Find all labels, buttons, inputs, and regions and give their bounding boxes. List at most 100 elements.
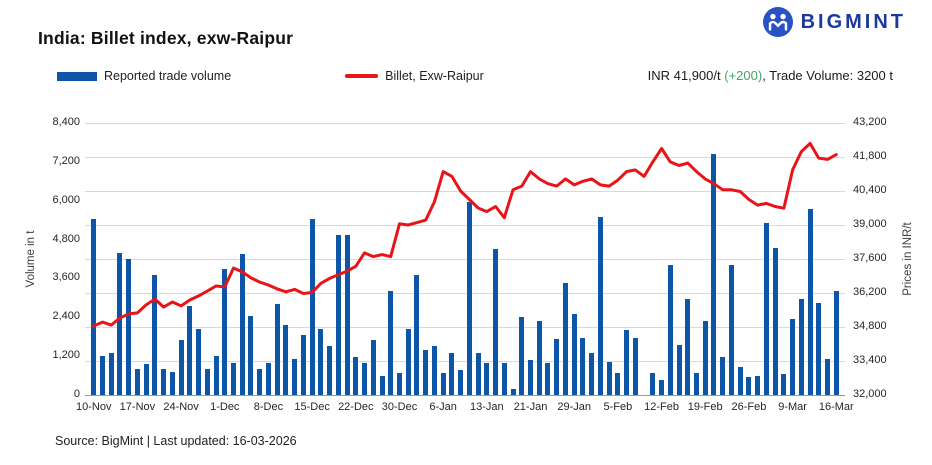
volume-bar <box>484 363 490 395</box>
volume-bar <box>571 314 577 395</box>
bigmint-logo[interactable]: BIGMINT <box>762 7 906 37</box>
volume-bar <box>580 338 586 395</box>
volume-bar <box>755 375 761 395</box>
y-right-tick-label: 36,200 <box>853 286 887 298</box>
y-left-tick-label: 1,200 <box>52 349 80 362</box>
volume-bar <box>807 208 813 395</box>
y-right-tick-label: 39,000 <box>853 218 887 230</box>
volume-bar <box>449 352 455 395</box>
volume-bar <box>370 339 376 395</box>
volume-bar <box>239 254 245 395</box>
x-tick-label: 24-Nov <box>163 401 199 413</box>
volume-bar <box>746 377 752 395</box>
volume-bar <box>554 339 560 395</box>
price-summary: INR 41,900/t (+200), Trade Volume: 3200 … <box>648 68 893 83</box>
volume-bar <box>667 265 673 395</box>
volume-bar <box>265 362 271 395</box>
volume-bar <box>423 349 429 395</box>
volume-bar <box>676 344 682 395</box>
y-left-tick-label: 2,400 <box>52 310 80 323</box>
y-right-tick-label: 37,600 <box>853 252 887 264</box>
volume-legend-swatch <box>57 71 97 81</box>
volume-legend-label: Reported trade volume <box>104 69 232 83</box>
y-right-tick-label: 34,800 <box>853 320 887 332</box>
volume-bar <box>231 362 236 395</box>
x-tick-label: 10-Nov <box>76 401 112 413</box>
grid-line <box>85 224 845 226</box>
x-tick-label: 8-Dec <box>253 401 284 413</box>
volume-bar <box>318 328 324 395</box>
y-right-tick-label: 40,400 <box>853 184 887 196</box>
volume-bar <box>353 356 359 395</box>
y-right-tick-label: 32,000 <box>853 388 887 400</box>
volume-bar <box>720 357 726 395</box>
grid-line <box>85 326 845 328</box>
volume-bar <box>693 373 699 395</box>
x-tick-label: 1-Dec <box>210 401 240 413</box>
x-tick-label: 29-Jan <box>557 401 591 413</box>
volume-bar <box>606 361 612 395</box>
chart-legend: Reported trade volume Billet, Exw-Raipur <box>57 69 484 83</box>
x-tick-label: 26-Feb <box>731 401 767 413</box>
grid-line <box>85 122 845 124</box>
x-tick-label: 6-Jan <box>429 401 457 413</box>
volume-bar <box>248 315 254 395</box>
grid-line <box>85 156 845 158</box>
x-tick-label: 15-Dec <box>294 401 330 413</box>
x-tick-label: 5-Feb <box>603 401 633 413</box>
volume-bar <box>178 339 184 395</box>
x-tick-label: 19-Feb <box>687 401 723 413</box>
y-left-tick-label: 4,800 <box>52 232 80 245</box>
x-tick-label: 13-Jan <box>470 401 504 413</box>
volume-bar <box>169 372 175 395</box>
y-left-tick-label: 3,600 <box>52 271 80 284</box>
bigmint-logo-icon <box>762 7 793 37</box>
volume-bar <box>117 252 123 395</box>
volume-bar <box>545 363 551 395</box>
volume-bar <box>108 352 114 395</box>
volume-bar <box>650 373 656 395</box>
price-change: (+200) <box>724 68 763 83</box>
volume-bar <box>292 359 298 395</box>
volume-bar <box>274 304 280 395</box>
x-axis-line <box>85 394 845 396</box>
volume-bar <box>379 375 385 395</box>
y-right-tick-label: 33,400 <box>853 354 887 366</box>
volume-bar <box>475 353 481 395</box>
x-tick-label: 17-Nov <box>119 401 156 413</box>
volume-bar <box>685 299 691 395</box>
y-right-tick-label: 43,200 <box>853 116 887 128</box>
page-title: India: Billet index, exw-Raipur <box>38 28 294 48</box>
volume-bar <box>99 356 105 395</box>
volume-bar <box>501 363 507 395</box>
volume-bar <box>528 360 534 395</box>
y-left-tick-label: 7,200 <box>52 154 80 167</box>
grid-line <box>85 292 845 294</box>
x-tick-label: 9-Mar <box>778 401 807 413</box>
volume-bar <box>283 325 289 395</box>
price-legend-label: Billet, Exw-Raipur <box>385 69 484 83</box>
volume-bar <box>213 356 219 395</box>
volume-bar <box>458 370 464 395</box>
volume-bar <box>152 275 158 395</box>
volume-bar <box>615 373 621 395</box>
volume-bar <box>431 346 437 395</box>
grid-line <box>85 258 845 260</box>
grid-line <box>85 190 845 192</box>
price-line-chart <box>92 141 838 328</box>
volume-bar <box>396 373 402 395</box>
volume-bar <box>624 330 630 395</box>
volume-bar <box>737 366 743 395</box>
x-tick-label: 16-Mar <box>818 401 854 413</box>
volume-bar <box>519 317 525 395</box>
volume-bar <box>466 202 472 395</box>
legend-item-volume[interactable]: Reported trade volume <box>57 69 231 83</box>
volume-bar <box>781 373 787 395</box>
source-note: Source: BigMint | Last updated: 16-03-20… <box>55 434 297 448</box>
volume-bar <box>763 223 769 395</box>
y-left-tick-label: 0 <box>73 388 80 400</box>
legend-item-price[interactable]: Billet, Exw-Raipur <box>345 69 484 83</box>
volume-bar <box>510 388 516 395</box>
